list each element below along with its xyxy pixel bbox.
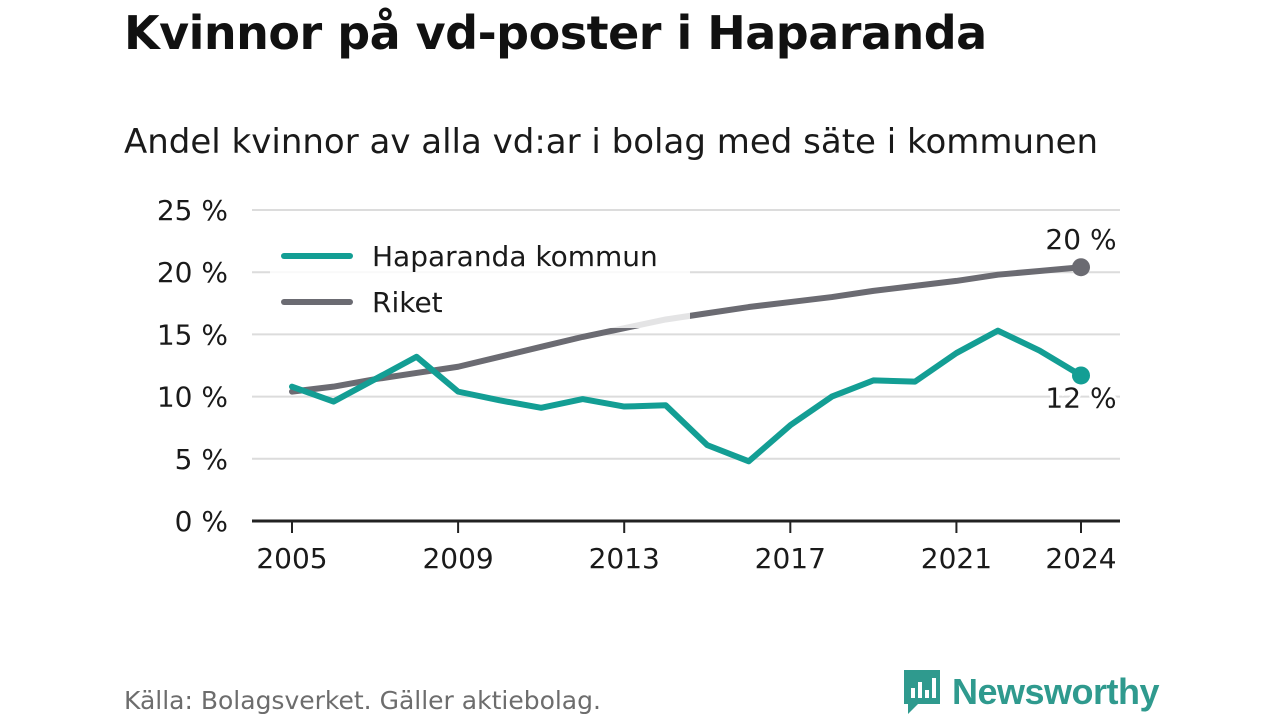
x-tick-label: 2017 [755,542,826,575]
legend: Haparanda kommun Riket [270,232,690,328]
y-tick-label: 10 % [157,381,228,414]
x-tick-label: 2009 [422,542,493,575]
end-markers: 12 % 20 % [1042,220,1119,417]
brand-name: Newsworthy [952,671,1160,712]
legend-background [270,232,690,328]
legend-label: Haparanda kommun [372,240,658,273]
x-tick-label: 2013 [589,542,660,575]
end-marker-dot [1072,258,1090,277]
y-tick-label: 0 % [175,505,228,538]
y-tick-label: 25 % [157,194,228,227]
x-tick-label: 2005 [256,542,327,575]
brand-logo: Newsworthy [902,668,1160,716]
source-note: Källa: Bolagsverket. Gäller aktiebolag. [124,686,601,715]
x-tick-label: 2024 [1045,542,1116,575]
chart-title: Kvinnor på vd-poster i Haparanda [124,6,987,60]
series-line-haparanda [289,327,1084,465]
y-tick-label: 20 % [157,256,228,289]
x-tick-label: 2021 [921,542,992,575]
legend-label: Riket [372,286,443,319]
end-marker-dot [1072,366,1090,385]
y-tick-label: 5 % [175,443,228,476]
end-value-label: 20 % [1045,223,1116,256]
end-value-label: 12 % [1045,381,1116,414]
newsworthy-logo-icon [904,670,940,714]
x-axis: 2005 2009 2013 2017 2021 2024 [252,519,1120,575]
y-axis-tick-labels: 0 % 5 % 10 % 15 % 20 % 25 % [157,194,228,538]
line-chart: 0 %5 %10 %15 %20 %25 % 2005 2009 2013 2017 2… [157,194,1120,575]
chart-subtitle: Andel kvinnor av alla vd:ar i bolag med … [124,122,1099,162]
y-tick-label: 15 % [157,318,228,351]
